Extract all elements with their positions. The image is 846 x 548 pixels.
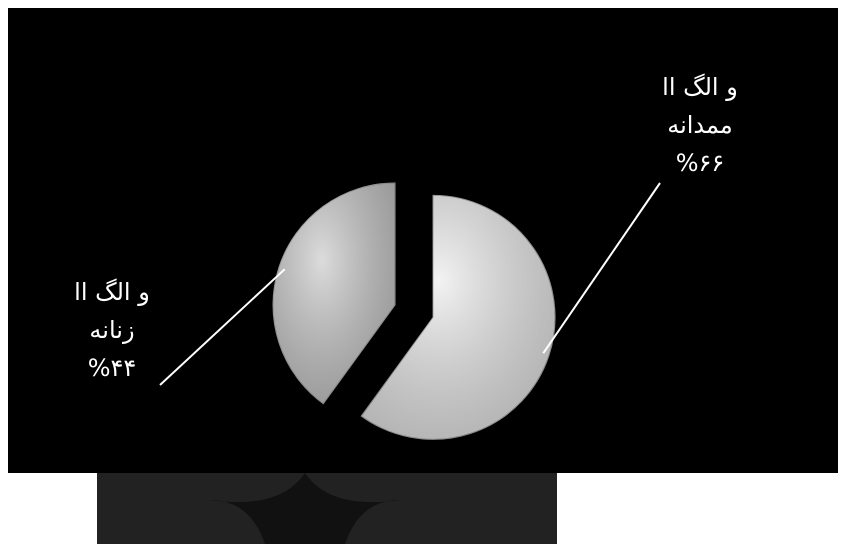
value-label: %۴۴ xyxy=(88,354,137,382)
pie xyxy=(272,182,556,440)
leader-line xyxy=(542,182,661,354)
thumbnail-crown xyxy=(210,473,400,544)
category-label: و الگ اا xyxy=(662,73,738,101)
category-label: زنانه xyxy=(89,316,134,344)
labels: و الگ اا ممدانه %۶۶ و الگ اا زنانه %۴۴ xyxy=(74,73,738,386)
value-label: %۶۶ xyxy=(676,149,725,177)
slice-shade xyxy=(273,183,395,404)
leader-line xyxy=(159,268,286,386)
slice-shade xyxy=(361,195,556,440)
category-label: و الگ اا xyxy=(74,278,150,306)
category-label: ممدانه xyxy=(667,111,733,139)
